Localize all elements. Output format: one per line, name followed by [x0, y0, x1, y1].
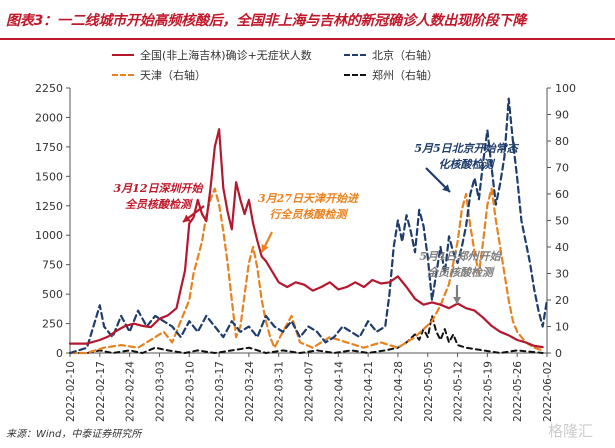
- annotation-shenzhen-line: 3月12日深圳开始: [114, 182, 205, 195]
- x-tick-label: 2022-02-10: [65, 361, 77, 422]
- annotation-zhengzhou-line: 5月4日郑州开始: [419, 250, 502, 263]
- watermark: 格隆汇: [548, 422, 594, 440]
- legend-label-beijing: 北京（右轴）: [372, 49, 438, 62]
- y-right-tick-label: 40: [555, 241, 569, 254]
- y-right-tick-label: 60: [555, 188, 569, 201]
- y-right-tick-label: 80: [555, 135, 569, 148]
- y-left-tick-label: 1000: [35, 229, 63, 242]
- legend-item-beijing: 北京（右轴）: [344, 47, 438, 63]
- legend-swatch-beijing: [344, 54, 366, 56]
- legend-label-national: 全国(非上海吉林)确诊+无症状人数: [140, 49, 312, 62]
- x-tick-label: 2022-05-05: [423, 361, 435, 422]
- x-tick-label: 2022-03-03: [154, 361, 166, 422]
- y-left-tick-label: 1500: [35, 170, 63, 183]
- x-tick-label: 2022-03-31: [274, 361, 286, 422]
- annotation-beijing-line: 5月5日北京开始常态: [414, 142, 519, 155]
- annotation-shenzhen-line: 全员核酸检测: [125, 198, 193, 211]
- y-left-tick-label: 2000: [35, 111, 63, 124]
- x-tick-label: 2022-06-02: [542, 361, 554, 422]
- x-tick-label: 2022-03-10: [184, 361, 196, 422]
- annotation-zhengzhou-arrowhead: [453, 297, 461, 304]
- legend: 全国(非上海吉林)确诊+无症状人数 北京（右轴） 天津（右轴） 郑州（右轴）: [112, 45, 552, 85]
- x-tick-label: 2022-04-21: [363, 361, 375, 422]
- legend-item-zhengzhou: 郑州（右轴）: [344, 67, 438, 83]
- series-layer: [68, 97, 549, 355]
- y-left-tick-label: 1250: [35, 200, 63, 213]
- y-left-tick-label: 0: [56, 347, 63, 360]
- source-note: 来源：Wind，中泰证券研究所: [6, 429, 142, 440]
- annotation-beijing-line: 化核酸检测: [439, 158, 496, 171]
- x-tick-label: 2022-03-17: [214, 361, 226, 422]
- y-right-tick-label: 50: [555, 215, 569, 228]
- x-tick-label: 2022-05-12: [453, 361, 465, 422]
- x-tick-label: 2022-03-24: [244, 361, 256, 422]
- legend-item-tianjin: 天津（右轴）: [112, 67, 206, 83]
- annotation-shenzhen-arrowhead: [183, 214, 191, 222]
- y-right-tick-label: 30: [555, 268, 569, 281]
- series-line-zhengzhou: [69, 314, 544, 354]
- legend-label-tianjin: 天津（右轴）: [140, 69, 206, 82]
- series-line-national: [68, 128, 544, 349]
- annotation-tianjin-line: 行全员核酸检测: [270, 208, 349, 221]
- legend-swatch-zhengzhou: [344, 74, 366, 76]
- chart-title: 图表3：一二线城市开始高频核酸后，全国非上海与吉林的新冠确诊人数出现阶段下降: [6, 13, 527, 29]
- y-left-tick-label: 500: [42, 288, 63, 301]
- y-left-tick-label: 750: [42, 259, 63, 272]
- annotation-tianjin-line: 3月27日天津开始进: [258, 192, 360, 205]
- annotation-zhengzhou-line: 全员核酸检测: [427, 266, 495, 279]
- y-left-tick-label: 1750: [35, 141, 63, 154]
- legend-swatch-tianjin: [112, 74, 134, 76]
- title-bar: 图表3：一二线城市开始高频核酸后，全国非上海与吉林的新冠确诊人数出现阶段下降: [0, 0, 615, 40]
- y-left-tick-label: 2250: [35, 82, 63, 95]
- y-right-tick-label: 0: [555, 347, 562, 360]
- x-tick-label: 2022-05-26: [512, 361, 524, 422]
- annotation-tianjin-arrowhead: [261, 243, 269, 252]
- y-right-tick-label: 10: [555, 321, 569, 334]
- legend-swatch-national: [112, 54, 134, 56]
- y-right-tick-label: 100: [555, 82, 576, 95]
- legend-label-zhengzhou: 郑州（右轴）: [372, 69, 438, 82]
- y-left-tick-label: 250: [42, 318, 63, 331]
- title-rule: [0, 38, 615, 40]
- annotation-beijing-arrowhead: [442, 184, 450, 192]
- x-tick-label: 2022-04-14: [333, 361, 345, 422]
- x-tick-label: 2022-02-17: [95, 361, 107, 422]
- y-right-tick-label: 70: [555, 162, 569, 175]
- x-tick-label: 2022-02-24: [125, 361, 137, 422]
- x-tick-label: 2022-05-19: [482, 361, 494, 422]
- legend-item-national: 全国(非上海吉林)确诊+无症状人数: [112, 47, 312, 63]
- x-tick-label: 2022-04-07: [304, 361, 316, 422]
- series-line-beijing: [68, 97, 549, 355]
- x-tick-label: 2022-04-28: [393, 361, 405, 422]
- axes: 0 250 500 750 1000 1250 1500 1750 2000 2250 0 10 20 3…: [35, 82, 576, 422]
- y-right-tick-label: 90: [555, 109, 569, 122]
- y-right-tick-label: 20: [555, 294, 569, 307]
